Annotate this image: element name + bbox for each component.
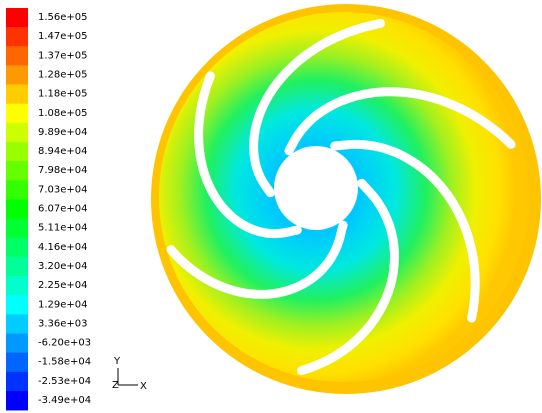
colorbar-label: 9.89e+04 <box>38 127 88 138</box>
x-axis-label: X <box>140 381 147 392</box>
colorbar: 1.56e+05 1.47e+05 1.37e+05 1.28e+05 1.18e+05… <box>6 8 91 411</box>
color-swatch <box>6 352 28 373</box>
axis-triad: Y Z X <box>112 356 147 392</box>
blade <box>297 178 400 376</box>
impeller-contour <box>151 4 541 394</box>
color-swatch <box>6 46 28 66</box>
colorbar-label: 4.16e+04 <box>38 242 88 253</box>
color-swatch <box>6 142 28 162</box>
color-swatch <box>6 256 28 277</box>
z-axis-label: Z <box>112 380 119 391</box>
y-axis-label: Y <box>113 356 121 367</box>
color-swatch <box>6 371 28 392</box>
color-swatch <box>6 295 28 315</box>
colorbar-label: -1.58e+04 <box>38 357 91 368</box>
colorbar-label: -6.20e+03 <box>38 338 91 349</box>
color-swatch <box>6 65 28 85</box>
colorbar-label: 7.03e+04 <box>38 184 88 195</box>
color-swatch <box>6 333 28 353</box>
blade <box>166 220 348 299</box>
color-swatch <box>6 122 28 143</box>
colorbar-label: 1.29e+04 <box>38 299 88 310</box>
color-swatch <box>6 237 28 258</box>
color-swatch <box>6 84 28 105</box>
colorbar-label: -3.49e+04 <box>38 395 91 406</box>
colorbar-label: 3.36e+03 <box>38 318 88 329</box>
blade <box>330 139 480 323</box>
color-swatch <box>6 314 28 334</box>
colorbar-label: 1.56e+05 <box>38 12 88 23</box>
color-swatch <box>6 391 28 411</box>
color-swatch <box>6 27 28 47</box>
colorbar-label: 1.47e+05 <box>38 31 88 42</box>
colorbar-label: -2.53e+04 <box>38 376 91 387</box>
hub <box>274 146 358 230</box>
color-swatch <box>6 103 28 124</box>
color-swatch <box>6 276 28 296</box>
blade <box>284 87 516 156</box>
colorbar-label: 7.98e+04 <box>38 165 88 176</box>
colorbar-label: 6.07e+04 <box>38 204 88 215</box>
colorbar-label: 1.08e+05 <box>38 108 88 119</box>
blade <box>194 71 302 239</box>
colorbar-label: 2.25e+04 <box>38 280 88 291</box>
color-swatch <box>6 161 28 181</box>
color-swatch <box>6 218 28 239</box>
colorbar-label: 1.37e+05 <box>38 50 88 61</box>
blade <box>249 18 385 198</box>
color-swatch <box>6 180 28 200</box>
colorbar-label: 5.11e+04 <box>38 223 88 234</box>
colorbar-label: 1.28e+05 <box>38 69 88 80</box>
color-swatch <box>6 199 28 219</box>
color-swatch <box>6 8 28 28</box>
colorbar-label: 3.20e+04 <box>38 261 88 272</box>
colorbar-label: 8.94e+04 <box>38 146 88 157</box>
colorbar-label: 1.18e+05 <box>38 89 88 100</box>
